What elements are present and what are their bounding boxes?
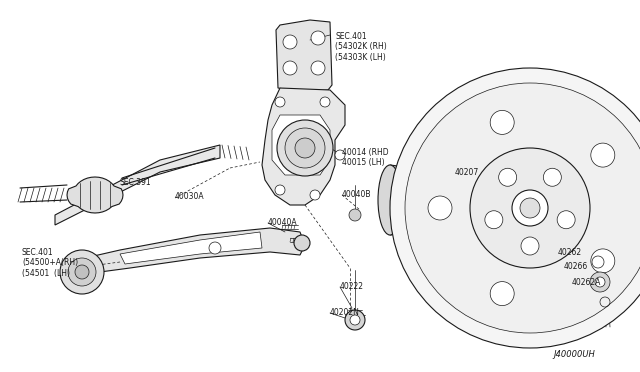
Circle shape: [60, 250, 104, 294]
Circle shape: [345, 310, 365, 330]
Circle shape: [283, 61, 297, 75]
Text: 40262: 40262: [558, 248, 582, 257]
Circle shape: [490, 282, 514, 305]
Circle shape: [275, 185, 285, 195]
Circle shape: [349, 209, 361, 221]
Circle shape: [311, 61, 325, 75]
Ellipse shape: [378, 165, 402, 235]
Polygon shape: [262, 88, 345, 205]
Circle shape: [592, 256, 604, 268]
Circle shape: [275, 97, 285, 107]
Circle shape: [320, 97, 330, 107]
Circle shape: [590, 272, 610, 292]
Circle shape: [490, 110, 514, 134]
Polygon shape: [75, 228, 305, 282]
Circle shape: [283, 35, 297, 49]
Text: 40207: 40207: [455, 168, 479, 177]
Text: SEC.401
(54500+A(RH)
(54501  (LH): SEC.401 (54500+A(RH) (54501 (LH): [22, 248, 78, 278]
Polygon shape: [67, 177, 123, 213]
Circle shape: [485, 211, 503, 229]
Text: 40266: 40266: [564, 262, 588, 271]
Circle shape: [277, 120, 333, 176]
Circle shape: [543, 168, 561, 186]
Polygon shape: [276, 20, 332, 92]
Circle shape: [470, 148, 590, 268]
Polygon shape: [390, 165, 445, 235]
Ellipse shape: [437, 180, 453, 220]
Circle shape: [310, 190, 320, 200]
Text: 40222: 40222: [340, 282, 364, 291]
Text: J40000UH: J40000UH: [553, 350, 595, 359]
Text: SEC.401
(54302K (RH)
(54303K (LH): SEC.401 (54302K (RH) (54303K (LH): [335, 32, 387, 62]
Circle shape: [512, 190, 548, 226]
Circle shape: [390, 68, 640, 348]
Circle shape: [350, 315, 360, 325]
Polygon shape: [120, 232, 262, 264]
Circle shape: [591, 143, 615, 167]
Circle shape: [311, 31, 325, 45]
Text: 40262A: 40262A: [572, 278, 602, 287]
Text: 40040B: 40040B: [342, 190, 371, 199]
Circle shape: [428, 196, 452, 220]
Text: 40040A: 40040A: [268, 218, 298, 227]
Circle shape: [557, 211, 575, 229]
Polygon shape: [272, 115, 330, 175]
Ellipse shape: [441, 190, 449, 210]
Circle shape: [209, 242, 221, 254]
Text: 40014 (RHD
40015 (LH): 40014 (RHD 40015 (LH): [342, 148, 388, 167]
Circle shape: [595, 277, 605, 287]
Circle shape: [405, 83, 640, 333]
Circle shape: [335, 150, 345, 160]
Polygon shape: [588, 250, 609, 274]
Circle shape: [499, 168, 516, 186]
Circle shape: [521, 237, 539, 255]
Circle shape: [294, 235, 310, 251]
Circle shape: [591, 249, 615, 273]
Circle shape: [68, 258, 96, 286]
Text: 40030A: 40030A: [175, 192, 205, 201]
Circle shape: [295, 138, 315, 158]
Circle shape: [285, 128, 325, 168]
Polygon shape: [55, 145, 220, 225]
Circle shape: [520, 198, 540, 218]
Circle shape: [75, 265, 89, 279]
Text: SEC.391: SEC.391: [120, 178, 152, 187]
Text: 40202N: 40202N: [330, 308, 360, 317]
